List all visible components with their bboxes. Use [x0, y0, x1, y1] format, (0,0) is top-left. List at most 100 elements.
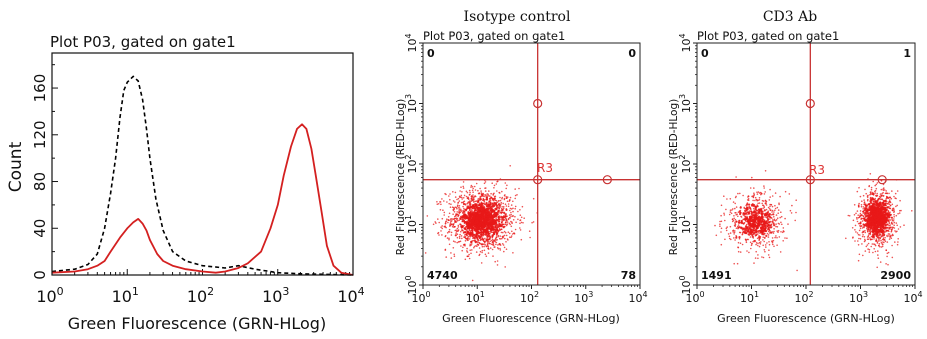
event-dot — [862, 194, 865, 197]
event-dot — [467, 198, 470, 201]
event-dot — [733, 215, 735, 217]
gate-handle[interactable] — [533, 98, 543, 109]
event-dot — [768, 199, 771, 201]
event-dot — [486, 238, 489, 241]
event-dot — [732, 231, 735, 233]
event-dot — [497, 244, 499, 246]
event-dot — [886, 252, 889, 255]
event-dot — [726, 198, 728, 200]
event-dot — [903, 224, 905, 226]
event-dot — [768, 241, 770, 243]
event-dot — [754, 196, 757, 199]
event-dot — [443, 200, 445, 202]
event-dot — [875, 239, 878, 242]
event-dot — [867, 242, 870, 245]
event-dot — [478, 253, 481, 256]
event-dot — [771, 240, 773, 243]
event-dot — [876, 213, 879, 216]
event-dot — [492, 210, 495, 213]
event-dot — [758, 232, 761, 234]
event-dot — [761, 215, 764, 219]
event-dot — [484, 209, 487, 212]
gate-handle[interactable] — [805, 175, 815, 185]
event-dot — [519, 229, 522, 231]
event-dot — [773, 245, 775, 248]
event-dot — [751, 233, 754, 237]
event-dot — [764, 202, 767, 205]
gate-handle[interactable] — [877, 175, 887, 185]
event-dot — [877, 226, 881, 229]
event-dot — [765, 246, 767, 248]
isotype-count-lower-right: 78 — [621, 269, 636, 282]
event-dot — [774, 192, 777, 194]
event-dot — [487, 195, 490, 197]
event-dot — [746, 207, 749, 210]
event-dot — [448, 237, 450, 240]
event-dot — [450, 234, 453, 236]
event-dot — [532, 197, 535, 200]
gate-handle[interactable] — [533, 175, 543, 185]
event-dot — [734, 239, 736, 241]
event-dot — [449, 193, 451, 195]
gate-handle[interactable] — [602, 175, 612, 185]
event-dot — [880, 246, 883, 248]
event-dot — [864, 239, 866, 242]
event-dot — [438, 221, 441, 224]
event-dot — [504, 213, 507, 216]
gate-handle[interactable] — [805, 98, 815, 109]
event-dot — [866, 227, 868, 229]
isotype-quadrant-gate[interactable] — [423, 43, 640, 285]
event-dot — [859, 212, 862, 215]
event-dot — [470, 240, 473, 243]
cd3-quadrant-gate[interactable] — [697, 43, 915, 285]
event-dot — [452, 191, 454, 193]
event-dot — [514, 194, 517, 197]
event-dot — [457, 202, 459, 204]
event-dot — [486, 205, 489, 208]
event-dot — [880, 180, 883, 182]
event-dot — [869, 237, 871, 239]
event-dot — [861, 243, 863, 245]
event-dot — [492, 202, 495, 204]
histogram-y-tick-label: 80 — [31, 172, 49, 191]
event-dot — [724, 219, 726, 222]
event-dot — [863, 202, 866, 204]
event-dot — [486, 208, 490, 211]
event-dot — [789, 209, 792, 212]
event-dot — [510, 235, 513, 237]
event-dot — [743, 222, 746, 224]
event-dot — [866, 244, 869, 246]
event-dot — [485, 196, 488, 199]
event-dot — [747, 238, 749, 241]
histogram-xlabel: Green Fluorescence (GRN-HLog) — [68, 314, 326, 333]
event-dot — [501, 211, 503, 214]
event-dot — [489, 200, 492, 202]
event-dot — [447, 221, 449, 224]
event-dot — [890, 237, 893, 239]
event-dot — [453, 211, 456, 213]
event-dot — [882, 241, 884, 243]
event-dot — [480, 190, 482, 192]
event-dot — [877, 254, 879, 256]
event-dot — [889, 234, 892, 237]
scatter-x-tick-label: 104 — [628, 290, 647, 305]
scatter-y-tick-label: 101 — [678, 215, 693, 234]
event-dot — [896, 204, 898, 207]
event-dot — [478, 198, 481, 201]
event-dot — [753, 210, 756, 213]
event-dot — [881, 243, 883, 245]
event-dot — [772, 239, 775, 242]
event-dot — [897, 241, 899, 243]
event-dot — [757, 231, 759, 233]
event-dot — [868, 251, 871, 253]
event-dot — [755, 243, 757, 246]
event-dot — [452, 209, 455, 211]
event-dot — [454, 201, 456, 203]
event-dot — [886, 234, 888, 237]
event-dot — [484, 222, 487, 225]
event-dot — [764, 244, 767, 246]
event-dot — [735, 206, 738, 208]
event-dot — [880, 207, 883, 211]
event-dot — [498, 212, 500, 214]
event-dot — [738, 237, 741, 240]
